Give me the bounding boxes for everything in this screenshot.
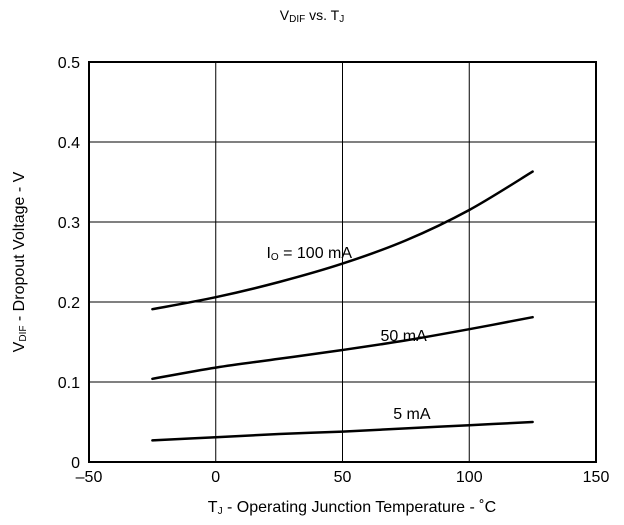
curve-annotation-1: IO = 100 mA bbox=[266, 245, 352, 263]
curve-annotation-2: 50 mA bbox=[381, 328, 428, 345]
plot-frame bbox=[88, 61, 597, 463]
grid bbox=[89, 62, 596, 462]
y-tick-label: 0.3 bbox=[58, 215, 80, 232]
annotation-subscript: O bbox=[271, 252, 279, 263]
y-tick-label: 0.4 bbox=[58, 135, 80, 152]
series-line-3 bbox=[151, 420, 534, 442]
x-axis-label-text: - Operating Junction Temperature - ˚C bbox=[223, 499, 497, 516]
x-tick-labels: –50 0 50 100 150 bbox=[76, 469, 610, 486]
series-lines bbox=[151, 170, 534, 442]
y-tick-label: 0.2 bbox=[58, 295, 80, 312]
title-symbol-v: V bbox=[280, 7, 290, 23]
x-tick-label: –50 bbox=[76, 469, 103, 486]
y-tick-label: 0 bbox=[71, 455, 80, 472]
annotation-text: = 100 mA bbox=[279, 245, 353, 262]
y-axis-label-symbol: V bbox=[11, 341, 28, 352]
series-line-2 bbox=[151, 315, 534, 381]
series-line-1 bbox=[151, 170, 534, 311]
curve-annotations: IO = 100 mA 50 mA 5 mA bbox=[266, 245, 430, 423]
y-tick-label: 0.5 bbox=[58, 55, 80, 72]
title-subscript-dif: DIF bbox=[289, 14, 305, 25]
x-tick-label: 0 bbox=[211, 469, 220, 486]
x-tick-label: 150 bbox=[583, 469, 610, 486]
x-axis-label: TJ - Operating Junction Temperature - ˚C bbox=[208, 499, 496, 517]
chart-title: VDIF vs. TJ bbox=[280, 7, 344, 25]
x-axis-label-subscript: J bbox=[218, 506, 223, 517]
y-axis-label-text: - Dropout Voltage - V bbox=[11, 171, 28, 325]
x-tick-label: 100 bbox=[456, 469, 483, 486]
curve-annotation-3: 5 mA bbox=[393, 406, 431, 423]
y-tick-labels: 0 0.1 0.2 0.3 0.4 0.5 bbox=[58, 55, 80, 472]
annotation-symbol: I bbox=[266, 245, 270, 262]
x-axis-label-symbol: T bbox=[208, 499, 218, 516]
y-tick-label: 0.1 bbox=[58, 375, 80, 392]
x-tick-label: 50 bbox=[334, 469, 352, 486]
title-subscript-j: J bbox=[339, 14, 344, 25]
y-axis-label: VDIF - Dropout Voltage - V bbox=[11, 171, 29, 352]
title-middle: vs. T bbox=[305, 7, 339, 23]
y-axis-label-subscript: DIF bbox=[18, 326, 29, 342]
